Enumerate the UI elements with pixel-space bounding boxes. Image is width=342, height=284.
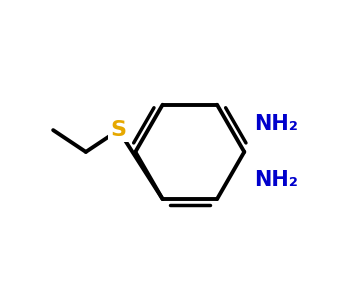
Text: NH₂: NH₂ (254, 114, 298, 134)
Text: S: S (110, 120, 127, 140)
Text: NH₂: NH₂ (254, 170, 298, 190)
